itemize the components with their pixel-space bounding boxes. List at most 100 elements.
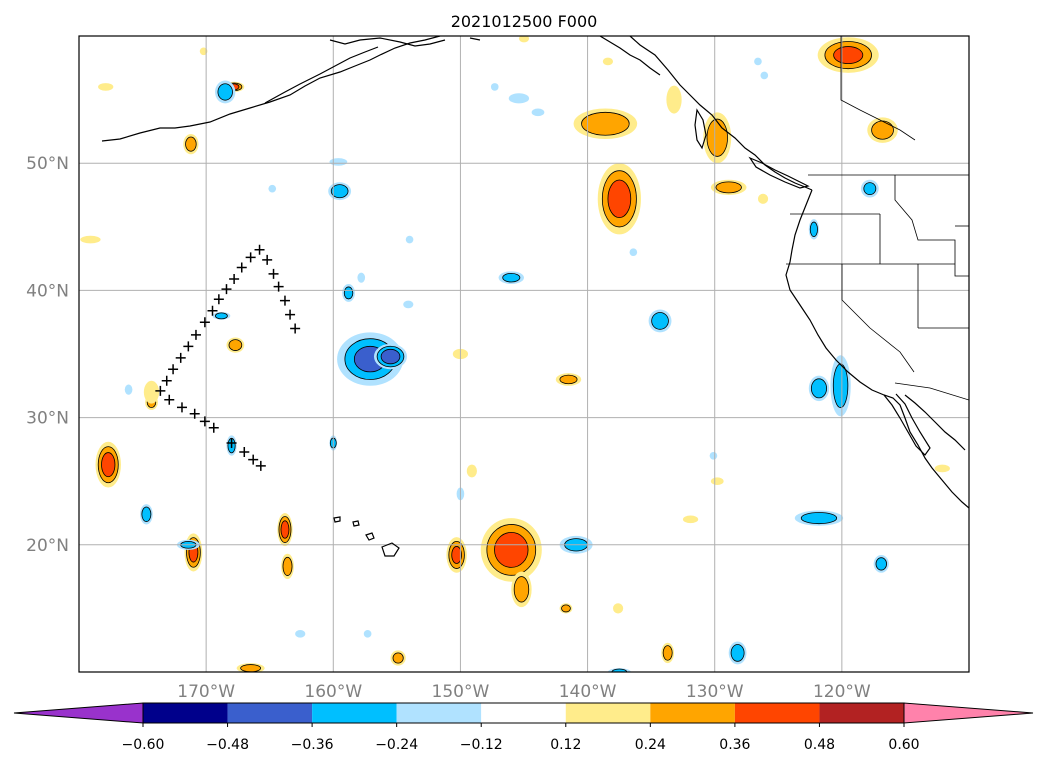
colorbar-bin [312,703,397,723]
colorbar-tick-label: 0.60 [888,737,919,753]
anomaly-blob [607,668,631,672]
track-marker [254,244,265,255]
map-frame [78,35,970,673]
anomaly-blob [613,603,624,614]
anomaly-blob [559,603,573,614]
anomaly-level [343,286,354,300]
track-marker [189,408,200,419]
anomaly-level [709,451,718,460]
anomaly-level [611,668,628,672]
track-marker [285,309,296,320]
anomaly-level [405,235,414,244]
anomaly-blob [212,312,231,320]
anomaly-blob [808,375,830,402]
state-border-idaho-nevada [879,214,919,328]
anomaly-level [629,248,638,257]
baja-peninsula [883,393,931,456]
anomaly-level [662,645,673,661]
anomaly-blob [817,37,879,73]
anomaly-blob [295,630,306,638]
track-marker [155,385,166,396]
longitude-tick-label: 130°W [686,682,744,702]
track-marker [161,375,172,386]
anomaly-blob [808,219,819,240]
anomaly-level [666,85,682,114]
bc-coastline [629,36,813,191]
colorbar-tick-label: 0.12 [550,737,581,753]
longitude-tick-label: 120°W [813,682,871,702]
anomaly-level [730,644,745,662]
anomaly-level [602,57,614,66]
anomaly-blob [184,533,203,572]
colorbar-left-extension [13,702,144,724]
anomaly-blob [183,133,199,155]
anomaly-level [502,272,521,283]
anomaly-level [706,118,728,157]
latitude-tick-label: 30°N [26,409,69,429]
anomaly-blob [268,184,277,193]
colorbar-bin [565,703,651,723]
anomaly-blob [98,83,114,91]
anomaly-blob [661,642,675,664]
anomaly-level [490,83,499,91]
longitude-tick-label: 150°W [432,682,490,702]
anomaly-blob [629,248,638,257]
anomaly-blob [794,510,844,526]
track-marker [221,284,232,295]
anomaly-level [508,93,530,104]
anomaly-level [228,339,243,351]
latitude-tick-label: 50°N [26,154,69,174]
anomaly-level [613,603,624,614]
anomaly-blob [531,108,545,117]
anomaly-level [809,221,818,238]
anomaly-blob [709,451,718,460]
track-marker [226,438,237,449]
anomaly-blob [480,518,542,582]
anomaly-level [871,120,894,140]
longitude-tick-label: 160°W [304,682,362,702]
colorbar-tick-label: −0.60 [122,737,165,753]
track-marker [183,341,194,352]
anomaly-level [715,181,742,194]
track-marker [176,402,187,413]
anomaly-level [810,378,827,399]
colorbar-bin [650,703,735,723]
colorbar-bin [396,703,482,723]
colorbar-tick-label: 0.48 [804,737,835,753]
anomaly-blob [555,373,582,386]
longitude-labels: 170°W 160°W 150°W 140°W 130°W 120°W [177,682,871,702]
anomaly-blob [760,71,769,80]
colorbar-bin [819,703,904,723]
anomaly-blob [666,85,682,114]
latitude-tick-label: 40°N [26,281,69,301]
anomaly-blob [277,513,293,547]
anomaly-level [934,464,950,473]
colorbar-tick-label: 0.36 [719,737,750,753]
colorbar-ticks: −0.60 −0.48 −0.36 −0.24 −0.12 0.12 0.24 0.36 0.4… [122,723,920,753]
anomaly-blob [830,355,851,417]
anomaly-level [380,348,401,365]
anomaly-blob [342,284,355,302]
anomaly-level [80,235,101,244]
anomaly-level [329,158,348,166]
anomaly-blob [518,36,530,43]
track-marker [239,446,250,457]
track-marker [199,416,210,427]
track-marker [168,364,179,375]
track-marker [245,252,256,263]
colorbar-tick-label: −0.24 [375,737,418,753]
colorbar-frame [142,702,905,724]
track-marker [236,262,247,273]
anomaly-level [757,193,769,204]
anomaly-level [682,515,699,524]
anomaly-level [513,576,530,603]
anomaly-level [403,300,414,309]
anomaly-level [240,664,262,672]
anomaly-blob [124,384,133,395]
longitude-tick-label: 170°W [177,682,235,702]
coastlines [101,36,969,557]
anomaly-contours [80,36,950,672]
graticule [79,36,969,672]
alaska-aleutian-coastline [101,36,441,142]
colorbar-tick-label: −0.12 [460,737,503,753]
